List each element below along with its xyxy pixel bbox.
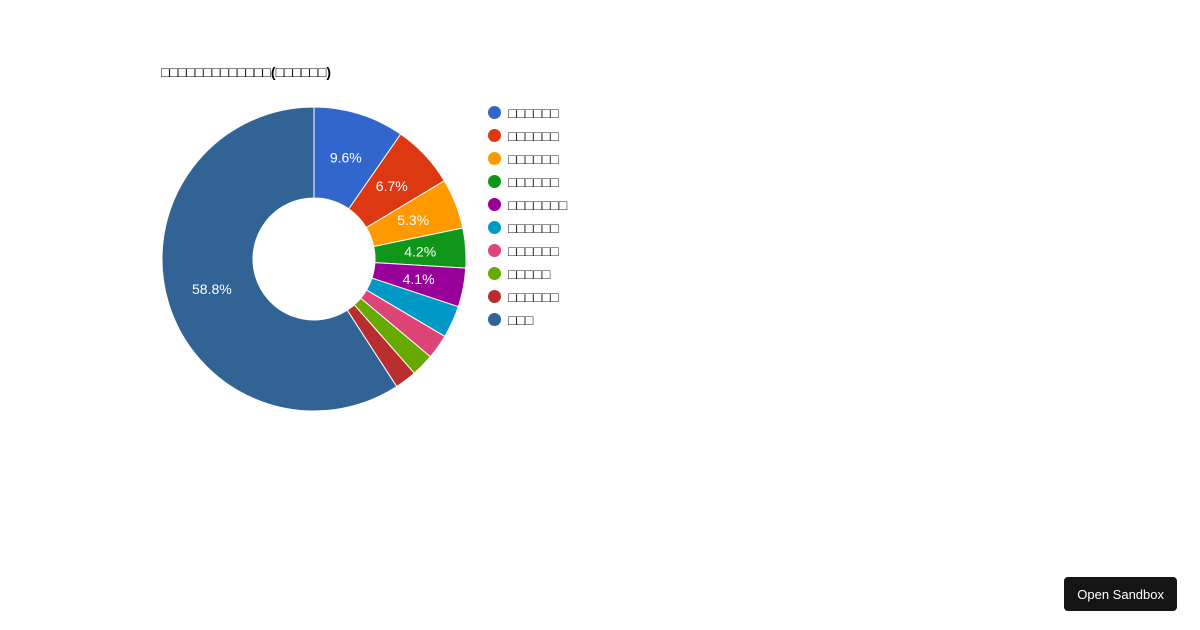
legend-swatch-icon <box>488 267 501 280</box>
legend-swatch-icon <box>488 129 501 142</box>
open-sandbox-button[interactable]: Open Sandbox <box>1064 577 1177 611</box>
legend-swatch-icon <box>488 313 501 326</box>
slice-value-label: 9.6% <box>330 149 362 165</box>
legend-item[interactable]: □□□□□□ <box>488 124 567 147</box>
legend-swatch-icon <box>488 198 501 211</box>
legend-swatch-icon <box>488 221 501 234</box>
legend-item[interactable]: □□□□□□ <box>488 170 567 193</box>
legend-label: □□□□□□ <box>508 150 559 167</box>
legend-label: □□□ <box>508 311 534 328</box>
legend-item[interactable]: □□□ <box>488 308 567 331</box>
pie-chart: 9.6% 6.7% 5.3% 4.2% 4.1% 58.8% <box>161 106 467 412</box>
legend-swatch-icon <box>488 106 501 119</box>
legend-swatch-icon <box>488 244 501 257</box>
legend-label: □□□□□□□ <box>508 196 568 213</box>
slice-value-label: 58.8% <box>192 281 232 297</box>
legend-label: □□□□□□ <box>508 242 559 259</box>
legend-item[interactable]: □□□□□□ <box>488 239 567 262</box>
legend-item[interactable]: □□□□□□ <box>488 285 567 308</box>
chart-legend: □□□□□□ □□□□□□ □□□□□□ □□□□□□ □□□□□□□ □□□□□□ □□□… <box>488 101 567 331</box>
chart-container: □□□□□□□□□□□□□(□□□□□□) 9.6% 6.7% 5.3% 4.2% 4.… <box>0 0 700 480</box>
chart-title: □□□□□□□□□□□□□(□□□□□□) <box>161 64 331 80</box>
legend-swatch-icon <box>488 290 501 303</box>
legend-swatch-icon <box>488 152 501 165</box>
pie-slice-labels: 9.6% 6.7% 5.3% 4.2% 4.1% 58.8% <box>192 149 436 297</box>
legend-item[interactable]: □□□□□□ <box>488 216 567 239</box>
pie-slice[interactable] <box>161 106 398 412</box>
slice-value-label: 5.3% <box>397 212 429 228</box>
slice-value-label: 4.2% <box>404 243 436 259</box>
legend-item[interactable]: □□□□□□ <box>488 101 567 124</box>
legend-label: □□□□□□ <box>508 104 559 121</box>
legend-item[interactable]: □□□□□□ <box>488 147 567 170</box>
legend-item[interactable]: □□□□□ <box>488 262 567 285</box>
legend-label: □□□□□□ <box>508 288 559 305</box>
legend-label: □□□□□ <box>508 265 551 282</box>
pie-slices <box>161 106 467 412</box>
slice-value-label: 6.7% <box>376 178 408 194</box>
slice-value-label: 4.1% <box>403 271 435 287</box>
legend-swatch-icon <box>488 175 501 188</box>
legend-item[interactable]: □□□□□□□ <box>488 193 567 216</box>
legend-label: □□□□□□ <box>508 173 559 190</box>
legend-label: □□□□□□ <box>508 219 559 236</box>
legend-label: □□□□□□ <box>508 127 559 144</box>
